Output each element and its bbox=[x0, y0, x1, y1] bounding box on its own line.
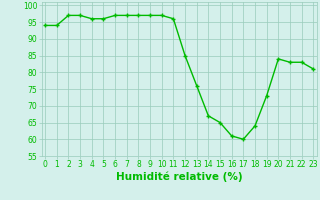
X-axis label: Humidité relative (%): Humidité relative (%) bbox=[116, 172, 243, 182]
